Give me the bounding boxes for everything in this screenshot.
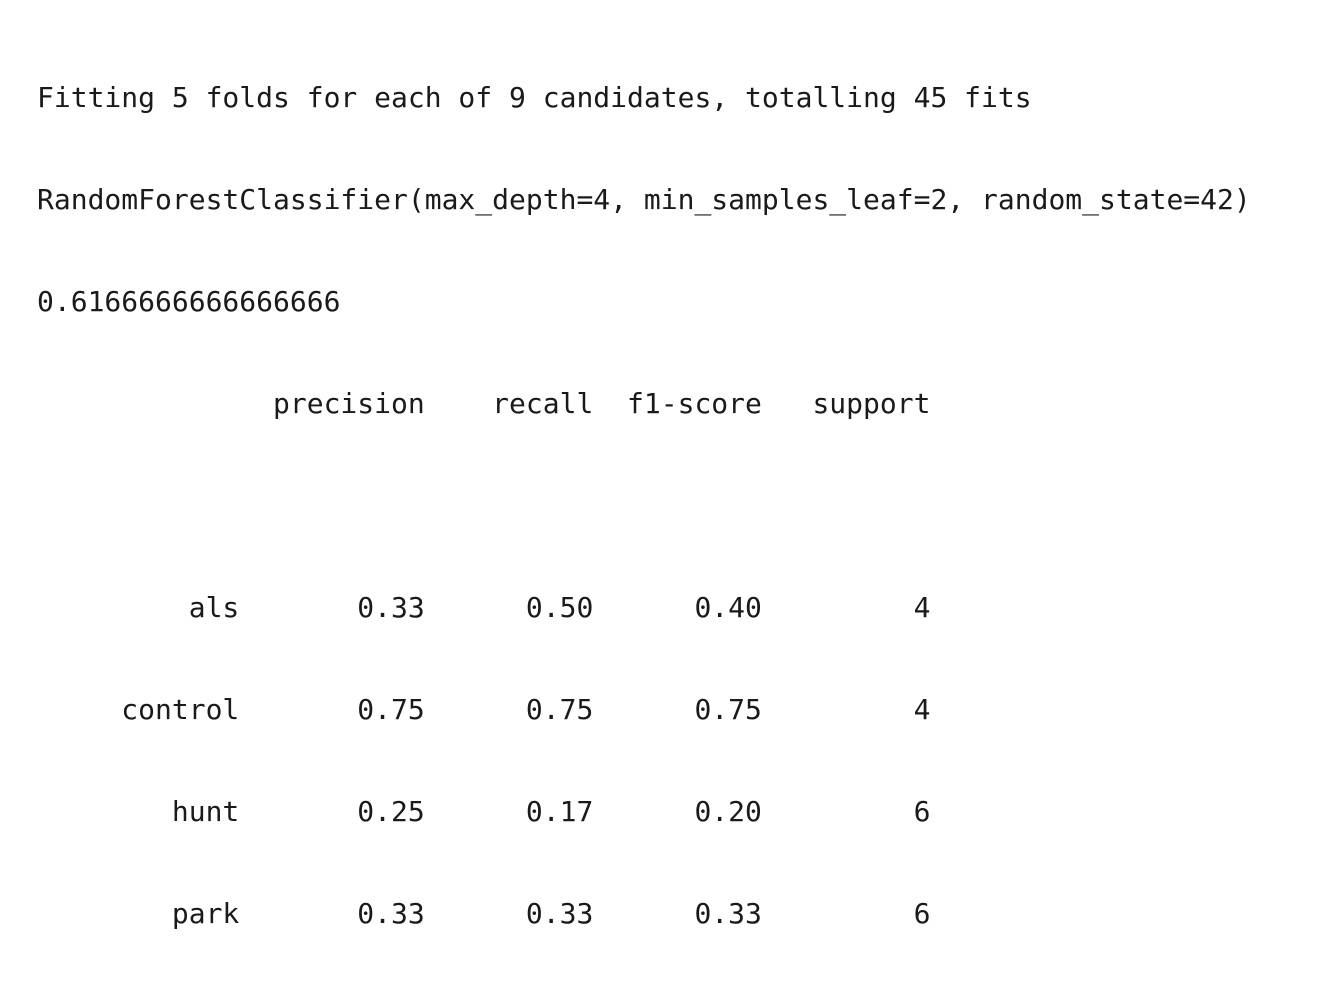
fitting-message: Fitting 5 folds for each of 9 candidates… xyxy=(37,81,1032,114)
best-estimator-repr: RandomForestClassifier(max_depth=4, min_… xyxy=(37,183,1251,216)
report-row-als: als 0.33 0.50 0.40 4 xyxy=(37,591,931,624)
report-row-hunt: hunt 0.25 0.17 0.20 6 xyxy=(37,795,931,828)
cell-output: Fitting 5 folds for each of 9 candidates… xyxy=(37,13,1251,1008)
blank-line xyxy=(37,489,1251,523)
blank-line xyxy=(37,999,1251,1008)
report-header: precision recall f1-score support xyxy=(37,387,931,420)
report-row-park: park 0.33 0.33 0.33 6 xyxy=(37,897,931,930)
report-row-control: control 0.75 0.75 0.75 4 xyxy=(37,693,931,726)
best-score: 0.6166666666666666 xyxy=(37,285,341,318)
